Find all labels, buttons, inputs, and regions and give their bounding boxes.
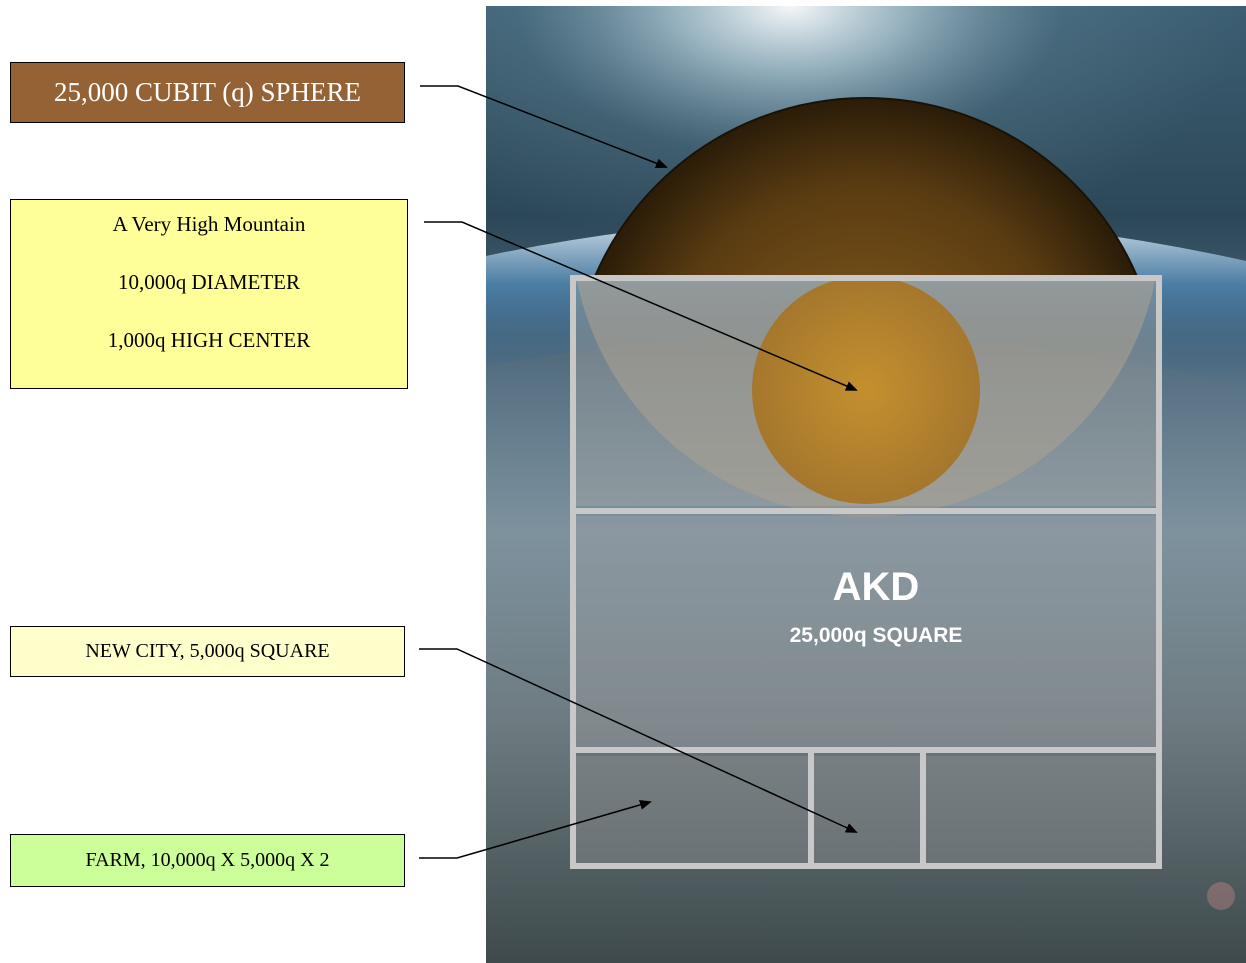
mountain-circle xyxy=(752,276,980,504)
sphere-label-box: 25,000 CUBIT (q) SPHERE xyxy=(10,62,405,123)
city-connector-arrow xyxy=(419,648,858,833)
sphere-label: 25,000 CUBIT (q) SPHERE xyxy=(53,77,362,107)
sphere-top xyxy=(594,97,1138,276)
farm-label-box: FARM, 10,000q X 5,000q X 2 xyxy=(10,834,405,887)
city-panel xyxy=(811,756,923,864)
farm-connector-arrow xyxy=(419,799,652,859)
akd-title: AKD xyxy=(833,565,920,609)
scene-svg: AKD 25,000q SQUARE xyxy=(486,6,1246,963)
farm-panel-left xyxy=(573,756,811,864)
sphere-connector-arrow xyxy=(420,85,668,169)
mountain-connector-arrow xyxy=(424,221,858,391)
farm-label: FARM, 10,000q X 5,000q X 2 xyxy=(85,849,330,871)
city-label: NEW CITY, 5,000q SQUARE xyxy=(85,640,330,662)
city-label-box: NEW CITY, 5,000q SQUARE xyxy=(10,626,405,677)
akd-subtitle: 25,000q SQUARE xyxy=(790,624,963,647)
farm-panel-right xyxy=(923,756,1159,864)
mountain-label-title: A Very High Mountain xyxy=(112,212,306,236)
grid-lines xyxy=(570,275,1162,869)
earth-space-background: AKD 25,000q SQUARE xyxy=(486,6,1246,963)
mountain-label-diameter: 10,000q DIAMETER xyxy=(118,270,300,294)
mountain-label-height: 1,000q HIGH CENTER xyxy=(107,328,311,352)
akd-panel xyxy=(573,516,1159,748)
lens-flare xyxy=(1207,882,1235,910)
mountain-label-box: A Very High Mountain 10,000q DIAMETER 1,… xyxy=(10,199,408,389)
